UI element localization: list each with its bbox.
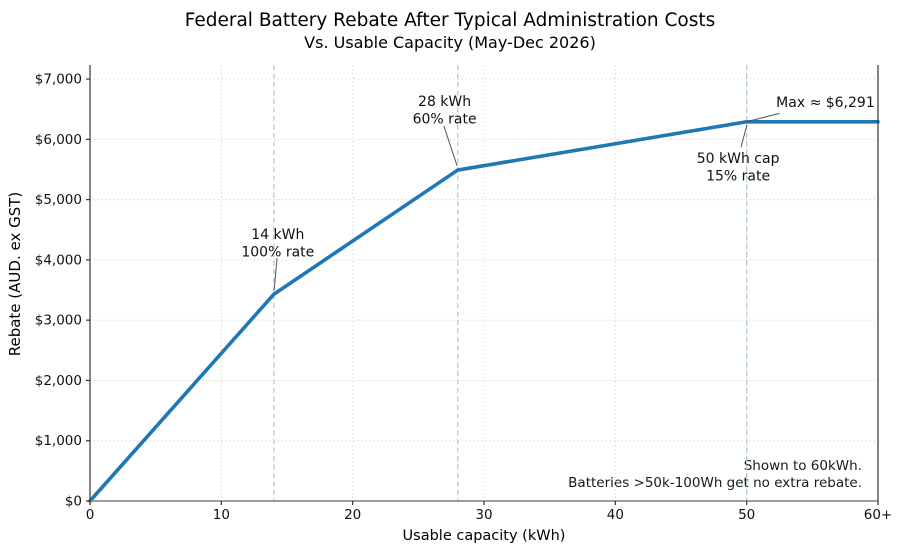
annotation-max: Max ≈ $6,291 (776, 95, 875, 111)
footnote: Shown to 60kWh. Batteries >50k-100Wh get… (568, 458, 862, 492)
annotation-28kwh: 28 kWh 60% rate (413, 94, 477, 128)
annotation-max-leader (745, 112, 780, 123)
annotation-28kwh-leader (443, 125, 458, 167)
x-tick-label: 60+ (864, 507, 893, 523)
y-tick-label: $3,000 (35, 313, 82, 329)
x-tick-label: 50 (738, 507, 755, 523)
x-tick-label: 0 (86, 507, 95, 523)
y-tick-label: $6,000 (35, 132, 82, 148)
x-tick-label: 40 (607, 507, 624, 523)
chart-subtitle: Vs. Usable Capacity (May-Dec 2026) (304, 33, 596, 52)
annotation-14kwh: 14 kWh 100% rate (241, 227, 314, 261)
y-tick-label: $5,000 (35, 192, 82, 208)
y-tick-label: $4,000 (35, 252, 82, 268)
annotation-14kwh-leader (273, 258, 278, 291)
y-tick-label: $2,000 (35, 373, 82, 389)
annotation-50kwh-cap-leader (740, 124, 748, 148)
x-tick-label: 10 (213, 507, 230, 523)
footnote-line-1: Shown to 60kWh. (743, 458, 862, 474)
x-axis-label: Usable capacity (kWh) (402, 528, 566, 544)
annotation-50kwh-cap: 50 kWh cap 15% rate (697, 151, 780, 185)
x-tick-label: 30 (475, 507, 492, 523)
y-tick-label: $1,000 (35, 433, 82, 449)
chart-title: Federal Battery Rebate After Typical Adm… (184, 10, 716, 31)
footnote-line-2: Batteries >50k-100Wh get no extra rebate… (568, 475, 862, 491)
rebate-curve (88, 119, 880, 503)
x-tick-label: 20 (344, 507, 361, 523)
y-tick-label: $0 (65, 494, 82, 510)
y-tick-label: $7,000 (35, 72, 82, 88)
